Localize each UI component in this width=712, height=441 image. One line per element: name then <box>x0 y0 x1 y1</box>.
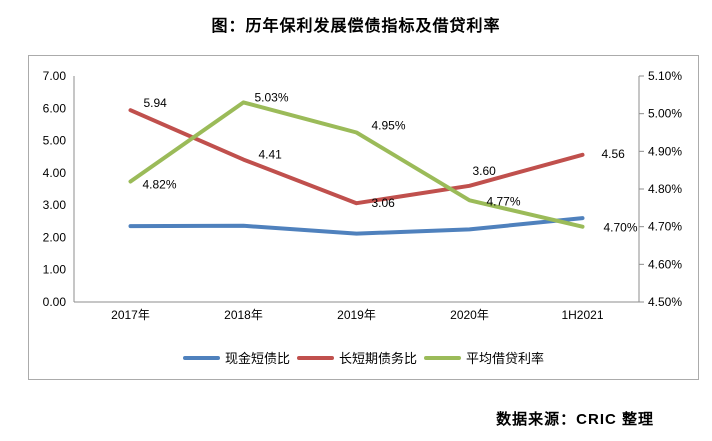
left-axis-tick-label: 3.00 <box>43 198 67 212</box>
legend-swatch <box>182 355 220 360</box>
legend-item-series-cash-to-short-debt-ratio: 现金短债比 <box>182 348 290 367</box>
data-point-label: 3.06 <box>372 196 396 210</box>
data-point-label: 4.56 <box>602 147 626 161</box>
left-axis-tick-label: 0.00 <box>43 295 67 309</box>
right-axis-tick-label: 5.10% <box>648 69 682 83</box>
data-point-label: 4.41 <box>259 148 283 162</box>
legend-swatch <box>296 355 334 360</box>
data-point-label: 4.70% <box>604 221 638 235</box>
left-axis-tick-label: 5.00 <box>43 134 67 148</box>
legend-label: 现金短债比 <box>224 351 290 366</box>
chart-frame: 0.00 1.00 2.00 3.00 4.00 5.00 6.00 7.00 4.50% 4.6… <box>28 55 699 380</box>
x-axis-category-label: 1H2021 <box>561 308 603 322</box>
right-axis-tick-label: 4.90% <box>648 144 682 158</box>
data-point-label: 3.60 <box>473 164 497 178</box>
legend-item-series-long-to-short-term-debt-ratio: 长短期债务比 <box>296 348 417 367</box>
left-axis-tick-label: 7.00 <box>43 69 67 83</box>
left-axis-tick-label: 4.00 <box>43 166 67 180</box>
data-point-label: 4.82% <box>143 177 177 191</box>
data-source-note: 数据来源：CRIC 整理 <box>496 411 654 428</box>
line-chart-canvas: 0.00 1.00 2.00 3.00 4.00 5.00 6.00 7.00 4.50% 4.6… <box>43 69 683 322</box>
right-axis-tick-label: 4.60% <box>648 257 682 271</box>
legend-swatch <box>424 355 461 360</box>
data-point-label: 4.77% <box>487 194 521 208</box>
data-point-label: 5.94 <box>144 96 168 110</box>
chart-title: 图：历年保利发展偿债指标及借贷利率 <box>211 18 501 35</box>
left-axis-tick-label: 1.00 <box>43 263 67 277</box>
x-axis-category-label: 2017年 <box>111 308 150 322</box>
data-point-label: 4.95% <box>372 119 406 133</box>
left-axis-tick-label: 2.00 <box>43 230 67 244</box>
data-point-label: 5.03% <box>255 90 289 104</box>
right-axis-tick-label: 4.50% <box>648 295 682 309</box>
x-axis-category-label: 2020年 <box>450 308 489 322</box>
legend-label: 平均借贷利率 <box>466 351 545 366</box>
x-axis-category-label: 2019年 <box>337 308 376 322</box>
left-axis-tick-label: 6.00 <box>43 101 67 115</box>
series-cash-to-short-debt-ratio <box>128 216 585 236</box>
legend-item-series-average-borrowing-rate: 平均借贷利率 <box>424 348 544 367</box>
right-axis-tick-label: 4.80% <box>648 182 682 196</box>
right-axis-tick-label: 5.00% <box>648 107 682 121</box>
right-axis-tick-label: 4.70% <box>648 220 682 234</box>
series-average-borrowing-rate <box>128 100 585 229</box>
legend-label: 长短期债务比 <box>338 351 417 366</box>
x-axis-category-label: 2018年 <box>224 308 263 322</box>
chart-legend: 现金短债比 长短期债务比 平均借贷利率 <box>29 348 698 367</box>
series-long-to-short-term-debt-ratio <box>128 108 585 206</box>
